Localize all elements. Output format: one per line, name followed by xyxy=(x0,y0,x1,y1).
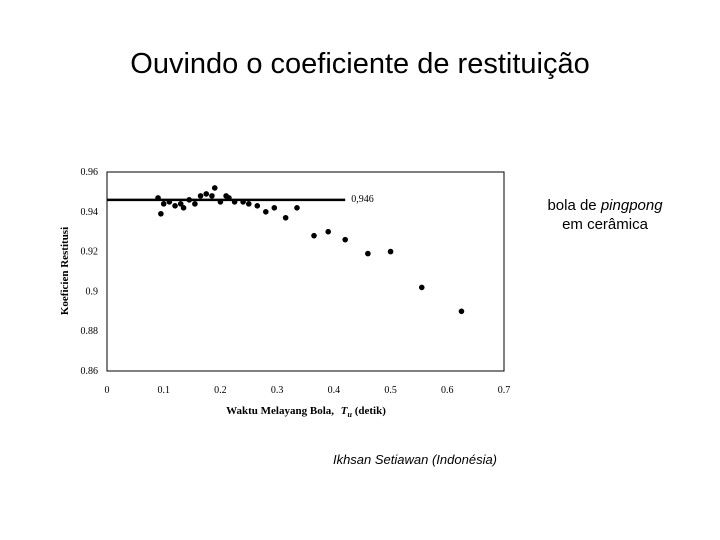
slide-title: Ouvindo o coeficiente de restituição xyxy=(130,48,590,80)
data-point xyxy=(180,205,187,211)
data-point xyxy=(254,203,261,209)
x-tick-label: 0.7 xyxy=(498,385,511,396)
x-axis-label-variable: T xyxy=(341,405,349,417)
y-tick-label: 0.9 xyxy=(86,286,99,297)
data-point xyxy=(172,203,178,209)
y-axis-label: Koeficien Restitusi xyxy=(59,227,71,315)
side-note-prefix: bola de xyxy=(547,197,601,214)
data-point xyxy=(271,205,278,211)
data-point xyxy=(226,195,232,201)
data-point xyxy=(325,228,331,235)
x-tick-label: 0.6 xyxy=(441,385,454,396)
data-point xyxy=(203,191,210,197)
x-tick-label: 0 xyxy=(105,385,110,396)
data-point xyxy=(245,201,252,207)
y-tick-label: 0.88 xyxy=(81,326,99,337)
x-tick-label: 0.5 xyxy=(384,385,397,396)
data-point xyxy=(192,201,198,207)
data-point xyxy=(217,199,224,205)
x-axis-label-subscript: u xyxy=(347,410,352,419)
data-point xyxy=(209,193,215,199)
y-tick-label: 0.96 xyxy=(81,167,99,178)
data-point xyxy=(263,209,269,215)
data-point xyxy=(231,199,238,205)
data-point xyxy=(211,185,218,191)
x-axis-label-suffix: (detik) xyxy=(352,405,386,417)
y-tick-labels: 0.86 0.88 0.9 0.92 0.94 0.96 xyxy=(81,167,99,377)
reference-line-label: 0,946 xyxy=(351,194,374,205)
data-point xyxy=(342,236,349,243)
data-point xyxy=(365,250,371,257)
side-note-line2: em cerâmica xyxy=(562,216,648,233)
y-tick-label: 0.92 xyxy=(81,247,99,258)
data-point xyxy=(160,201,167,207)
data-point xyxy=(311,232,317,239)
x-tick-label: 0.2 xyxy=(214,385,227,396)
x-axis-label: Waktu Melayang Bola, Tu (detik) xyxy=(226,405,386,419)
x-tick-labels: 0 0.1 0.2 0.3 0.4 0.5 0.6 0.7 xyxy=(105,385,511,396)
x-tick-label: 0.3 xyxy=(271,385,284,396)
data-point xyxy=(458,308,465,315)
data-points xyxy=(155,185,465,315)
data-point xyxy=(294,205,300,211)
data-point xyxy=(197,193,204,199)
data-point xyxy=(158,210,164,217)
x-tick-label: 0.1 xyxy=(157,385,170,396)
x-tick-label: 0.4 xyxy=(328,385,341,396)
data-point xyxy=(387,248,394,255)
data-point xyxy=(240,199,246,205)
y-tick-label: 0.86 xyxy=(81,366,99,377)
side-note: bola de pingpong em cerâmica xyxy=(520,196,690,234)
data-point xyxy=(155,195,161,201)
data-point xyxy=(166,199,173,205)
plot-area-frame xyxy=(106,171,505,372)
data-point xyxy=(177,201,184,207)
x-axis-label-prefix: Waktu Melayang Bola, xyxy=(226,405,337,417)
side-note-italic: pingpong xyxy=(600,197,663,214)
data-point xyxy=(418,284,425,291)
author-credit: Ikhsan Setiawan (Indonésia) xyxy=(332,452,498,467)
y-tick-label: 0.94 xyxy=(81,207,99,218)
data-point xyxy=(186,197,193,203)
data-point xyxy=(282,214,289,221)
